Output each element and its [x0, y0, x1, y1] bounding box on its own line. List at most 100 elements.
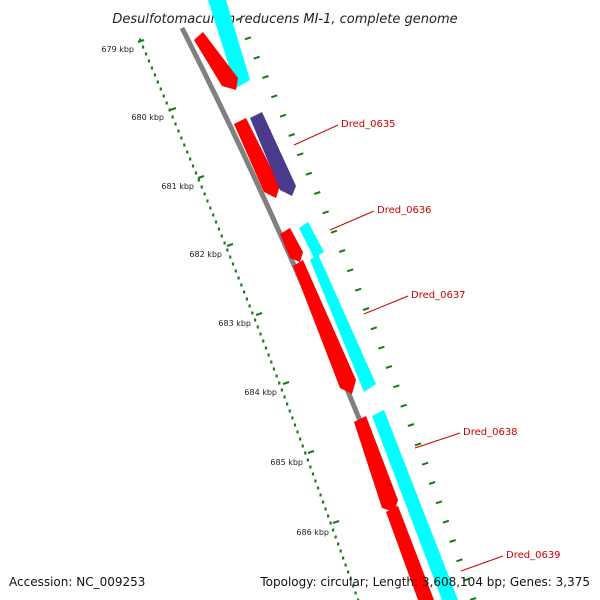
- scale-dot: [200, 185, 203, 189]
- outer-tick: [442, 519, 450, 524]
- scale-dot: [174, 122, 177, 126]
- scale-dot: [162, 94, 165, 98]
- outer-tick: [305, 171, 313, 176]
- cds-reverse-0637[interactable]: [310, 254, 376, 392]
- leader-dred-0638: [414, 432, 461, 449]
- scale-dot: [186, 150, 189, 154]
- scale-dot: [306, 458, 309, 462]
- scale-dot: [251, 311, 254, 315]
- scale-major-tick: [307, 450, 315, 454]
- scale-dot: [357, 598, 360, 600]
- outer-tick: [313, 191, 321, 195]
- scale-dot: [329, 521, 332, 525]
- gene-label-dred-0638[interactable]: Dred_0638: [463, 427, 518, 438]
- scale-labels: 679 kbp 680 kbp 681 kbp 682 kbp 683 kbp …: [101, 45, 329, 537]
- scale-dot: [259, 332, 262, 336]
- scale-dot: [342, 556, 345, 560]
- scale-major-tick: [197, 175, 205, 179]
- map-title: Desulfotomaculum reducens MI-1, complete…: [112, 12, 457, 27]
- outer-tick: [354, 287, 362, 292]
- scale-major-tick: [255, 312, 263, 316]
- scale-dot: [191, 164, 195, 168]
- scale-dot: [220, 234, 223, 238]
- scale-dot: [197, 178, 200, 182]
- outer-tick: [400, 403, 407, 408]
- gene-label-dred-0635[interactable]: Dred_0635: [341, 119, 396, 130]
- leader-dred-0635: [293, 124, 339, 146]
- scale-major-tick: [169, 107, 177, 111]
- scale-dot: [301, 444, 304, 448]
- scale-label-686: 686 kbp: [296, 528, 329, 537]
- cds-forward-0637[interactable]: [293, 260, 356, 394]
- scale-dot: [339, 549, 342, 553]
- scale-dot: [254, 318, 257, 322]
- cds-forward-0635[interactable]: [234, 118, 280, 198]
- scale-dot: [194, 171, 198, 175]
- scale-dot: [141, 45, 145, 49]
- cds-reverse-0638-0639[interactable]: [372, 410, 458, 600]
- outer-tick: [262, 75, 269, 79]
- outer-tick: [435, 500, 443, 505]
- scale-dot: [264, 346, 268, 350]
- scale-dot: [283, 395, 286, 399]
- leader-dred-0636: [329, 210, 375, 231]
- scale-dot: [349, 577, 352, 581]
- scale-dot: [334, 535, 337, 539]
- outer-tick: [235, 17, 243, 21]
- scale-dot: [231, 262, 235, 266]
- cds-forward-0639[interactable]: [386, 506, 434, 600]
- scale-dot: [226, 248, 229, 252]
- scale-dotted-line: [137, 38, 360, 600]
- scale-dot: [291, 416, 294, 420]
- scale-label-684: 684 kbp: [244, 388, 277, 397]
- scale-dot: [286, 402, 289, 406]
- accession-text: Accession: NC_009253: [9, 575, 145, 589]
- scale-dot: [337, 542, 340, 546]
- scale-dot: [262, 339, 265, 343]
- topology-text: Topology: circular; Length: 3,608,104 bp…: [259, 575, 590, 589]
- scale-dot: [332, 528, 335, 532]
- scale-dot: [209, 206, 212, 210]
- outer-tick: [279, 113, 287, 118]
- outer-tick-marks: [235, 17, 477, 600]
- gene-label-dred-0637[interactable]: Dred_0637: [411, 290, 466, 301]
- scale-label-683: 683 kbp: [218, 319, 251, 328]
- outer-tick: [370, 326, 378, 331]
- outer-tick: [421, 461, 429, 466]
- scale-dot: [324, 507, 327, 511]
- gene-label-dred-0639[interactable]: Dred_0639: [506, 550, 561, 561]
- cds-forward-top[interactable]: [194, 32, 238, 90]
- outer-tick: [322, 210, 329, 215]
- scale-dot: [280, 388, 283, 392]
- scale-dot: [234, 269, 237, 273]
- leader-dred-0637: [363, 295, 409, 315]
- scale-dot: [171, 115, 174, 119]
- outer-tick: [393, 384, 400, 389]
- feature-dred-0635[interactable]: [250, 112, 296, 196]
- scale-dot: [319, 493, 322, 497]
- scale-dot: [168, 108, 171, 112]
- gene-label-dred-0636[interactable]: Dred_0636: [377, 205, 432, 216]
- scale-dot: [248, 304, 251, 308]
- outer-tick: [449, 539, 457, 543]
- scale-dot: [267, 353, 270, 357]
- outer-tick: [462, 577, 470, 582]
- outer-tick: [456, 558, 463, 563]
- scale-dot: [304, 451, 307, 455]
- scale-dot: [256, 325, 259, 329]
- scale-dot: [296, 430, 299, 434]
- scale-dot: [139, 38, 142, 42]
- forward-strand-features: [194, 32, 434, 600]
- scale-dot: [144, 52, 148, 56]
- scale-label-681: 681 kbp: [161, 182, 194, 191]
- outer-tick: [270, 94, 278, 99]
- scale-dot: [217, 227, 221, 231]
- cds-reverse-0636[interactable]: [299, 222, 324, 258]
- scale-dot: [180, 136, 183, 140]
- cds-reverse-top[interactable]: [208, 0, 250, 88]
- scale-dot: [165, 101, 168, 105]
- scale-dot: [240, 283, 243, 287]
- outer-tick: [378, 345, 385, 350]
- cds-forward-0638[interactable]: [354, 416, 398, 512]
- cds-forward-0636[interactable]: [280, 228, 303, 262]
